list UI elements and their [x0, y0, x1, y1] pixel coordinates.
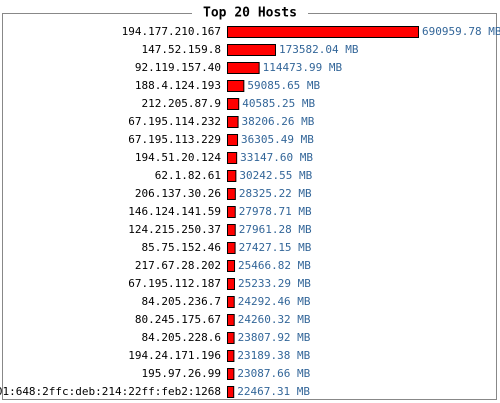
category-label: 217.67.28.202: [135, 259, 221, 272]
bar: [227, 386, 235, 398]
value-label: 40585.25 MB: [242, 97, 315, 110]
bar: [227, 296, 235, 308]
category-label: 85.75.152.46: [142, 241, 221, 254]
bar: [227, 278, 235, 290]
bar: [227, 134, 239, 146]
category-label: 67.195.114.232: [128, 115, 221, 128]
value-label: 27978.71 MB: [239, 205, 312, 218]
value-label: 24292.46 MB: [238, 295, 311, 308]
value-label: 25466.82 MB: [238, 259, 311, 272]
bar: [227, 170, 237, 182]
category-label: 146.124.141.59: [128, 205, 221, 218]
category-label: 92.119.157.40: [135, 61, 221, 74]
value-label: 33147.60 MB: [240, 151, 313, 164]
bar: [227, 116, 239, 128]
bar: [227, 332, 235, 344]
category-label: 188.4.124.193: [135, 79, 221, 92]
bar: [227, 242, 236, 254]
bar: [227, 26, 419, 38]
value-label: 27427.15 MB: [239, 241, 312, 254]
category-label: 2001:648:2ffc:deb:214:22ff:feb2:1268: [0, 385, 221, 398]
bar: [227, 206, 236, 218]
category-label: 84.205.228.6: [142, 331, 221, 344]
category-label: 195.97.26.99: [142, 367, 221, 380]
value-label: 23087.66 MB: [237, 367, 310, 380]
category-label: 124.215.250.37: [128, 223, 221, 236]
category-label: 84.205.236.7: [142, 295, 221, 308]
bar: [227, 62, 260, 74]
value-label: 24260.32 MB: [238, 313, 311, 326]
category-label: 80.245.175.67: [135, 313, 221, 326]
bar: [227, 98, 240, 110]
category-label: 62.1.82.61: [155, 169, 221, 182]
category-label: 67.195.112.187: [128, 277, 221, 290]
value-label: 30242.55 MB: [239, 169, 312, 182]
value-label: 173582.04 MB: [279, 43, 359, 56]
value-label: 22467.31 MB: [237, 385, 310, 398]
bar: [227, 350, 235, 362]
bar: [227, 188, 236, 200]
value-label: 27961.28 MB: [239, 223, 312, 236]
value-label: 38206.26 MB: [242, 115, 315, 128]
category-label: 194.177.210.167: [122, 25, 221, 38]
value-label: 23189.38 MB: [237, 349, 310, 362]
title-backdrop: [192, 4, 308, 22]
value-label: 114473.99 MB: [263, 61, 343, 74]
bar: [227, 80, 245, 92]
value-label: 23807.92 MB: [238, 331, 311, 344]
chart-title: Top 20 Hosts: [203, 6, 297, 21]
category-label: 206.137.30.26: [135, 187, 221, 200]
bar: [227, 368, 235, 380]
value-label: 28325.22 MB: [239, 187, 312, 200]
value-label: 25233.29 MB: [238, 277, 311, 290]
category-label: 194.51.20.124: [135, 151, 221, 164]
category-label: 212.205.87.9: [142, 97, 221, 110]
value-label: 59085.65 MB: [247, 79, 320, 92]
category-label: 194.24.171.196: [128, 349, 221, 362]
category-label: 147.52.159.8: [142, 43, 221, 56]
bar: [227, 314, 235, 326]
bar: [227, 260, 236, 272]
bar: [227, 152, 238, 164]
bar: [227, 44, 276, 56]
value-label: 36305.49 MB: [241, 133, 314, 146]
bar: [227, 224, 236, 236]
category-label: 67.195.113.229: [128, 133, 221, 146]
value-label: 690959.78 MB: [422, 25, 500, 38]
